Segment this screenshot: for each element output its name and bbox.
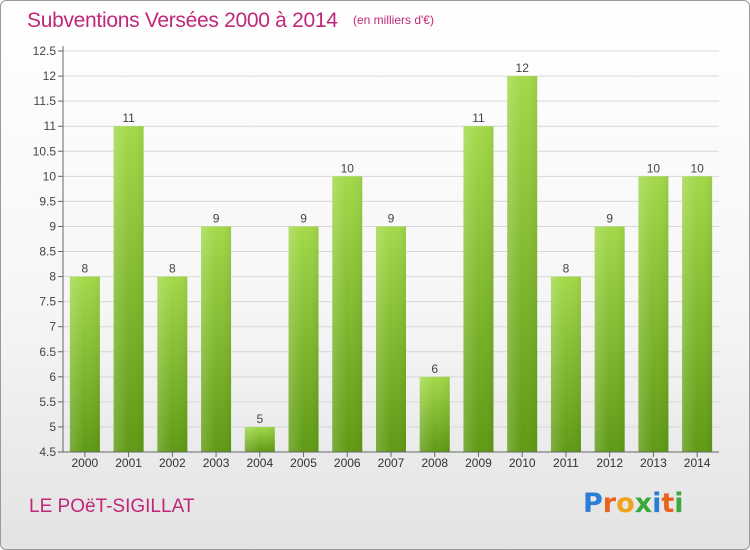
x-tick-label: 2010: [509, 456, 536, 470]
y-tick-label: 11: [44, 119, 57, 133]
data-label-2002: 8: [169, 262, 176, 276]
axes: 4.5 5 5.5 6 6.5 7 7.5 8 8.5 9 9.5 10 10.5 11 11.5 12 12.…: [33, 44, 719, 470]
y-tick-label: 8: [49, 270, 56, 284]
bar-highlight: [682, 176, 713, 452]
y-tick-label: 7.5: [39, 295, 56, 309]
y-tick-label: 8.5: [39, 245, 56, 259]
proxiti-logo: Proxiti: [583, 488, 684, 519]
logo-letter: x: [634, 488, 653, 519]
data-label-2000: 8: [82, 262, 89, 276]
y-tick-label: 10.5: [33, 144, 57, 158]
bar-highlight: [507, 76, 538, 452]
x-tick-label: 2007: [378, 456, 405, 470]
y-tick-label: 12.5: [33, 44, 57, 58]
bar-highlight: [332, 176, 363, 452]
data-label-2006: 10: [341, 161, 355, 175]
bars: [69, 76, 713, 452]
x-tick-label: 2012: [596, 456, 623, 470]
bar-highlight: [594, 226, 625, 452]
logo-letter: o: [616, 488, 635, 519]
bar-highlight: [463, 126, 494, 452]
x-tick-label: 2013: [640, 456, 667, 470]
bar-highlight: [288, 226, 319, 452]
x-tick-label: 2009: [465, 456, 492, 470]
x-tick-label: 2004: [246, 456, 273, 470]
data-label-2007: 9: [388, 211, 395, 225]
x-tick-label: 2008: [421, 456, 448, 470]
y-tick-label: 5.5: [39, 395, 56, 409]
bar-highlight: [638, 176, 669, 452]
data-label-2011: 8: [563, 262, 570, 276]
bar-highlight: [550, 276, 581, 452]
data-label-2001: 11: [122, 111, 135, 125]
x-tick-label: 2011: [553, 456, 579, 470]
x-tick-label: 2014: [684, 456, 711, 470]
logo-letter: r: [602, 488, 617, 519]
x-tick-label: 2006: [334, 456, 361, 470]
y-tick-label: 9.5: [39, 194, 56, 208]
y-tick-label: 6: [49, 370, 56, 384]
y-tick-label: 11.5: [34, 94, 57, 108]
logo-letter: t: [661, 488, 675, 519]
y-tick-label: 4.5: [39, 445, 56, 459]
logo-letter: i: [674, 488, 684, 519]
data-labels: 8 11 8 9 5 9 10 9 6 11 12 8 9 10 10: [82, 61, 705, 426]
y-tick-label: 6.5: [39, 345, 56, 359]
bar-highlight: [419, 376, 450, 452]
bar-highlight: [201, 226, 232, 452]
x-tick-label: 2001: [115, 456, 142, 470]
y-tick-label: 10: [43, 169, 57, 183]
data-label-2004: 5: [256, 412, 263, 426]
data-label-2009: 11: [472, 111, 485, 125]
bar-highlight: [376, 226, 406, 452]
data-label-2010: 12: [516, 61, 530, 75]
x-tick-label: 2002: [159, 456, 186, 470]
chart-title: Subventions Versées 2000 à 2014: [27, 9, 338, 32]
x-tick-label: 2005: [290, 456, 317, 470]
bar-highlight: [244, 426, 275, 452]
data-label-2005: 9: [300, 211, 307, 225]
logo-letter: P: [583, 488, 603, 519]
chart-subtitle: (en milliers d'€): [353, 13, 434, 27]
data-label-2008: 6: [431, 362, 438, 376]
data-label-2014: 10: [690, 161, 704, 175]
x-tick-label: 2000: [72, 456, 99, 470]
y-tick-label: 9: [49, 219, 56, 233]
x-tick-label: 2003: [203, 456, 230, 470]
y-tick-label: 12: [43, 69, 57, 83]
bar-highlight: [69, 276, 100, 452]
bar-highlight: [113, 126, 144, 452]
logo-letter: i: [652, 488, 662, 519]
bar-highlight: [157, 276, 188, 452]
y-tick-label: 7: [49, 320, 56, 334]
data-label-2003: 9: [213, 211, 220, 225]
commune-name: LE POëT-SIGILLAT: [29, 496, 195, 517]
data-label-2013: 10: [647, 161, 661, 175]
y-tick-label: 5: [49, 420, 56, 434]
data-label-2012: 9: [606, 211, 613, 225]
